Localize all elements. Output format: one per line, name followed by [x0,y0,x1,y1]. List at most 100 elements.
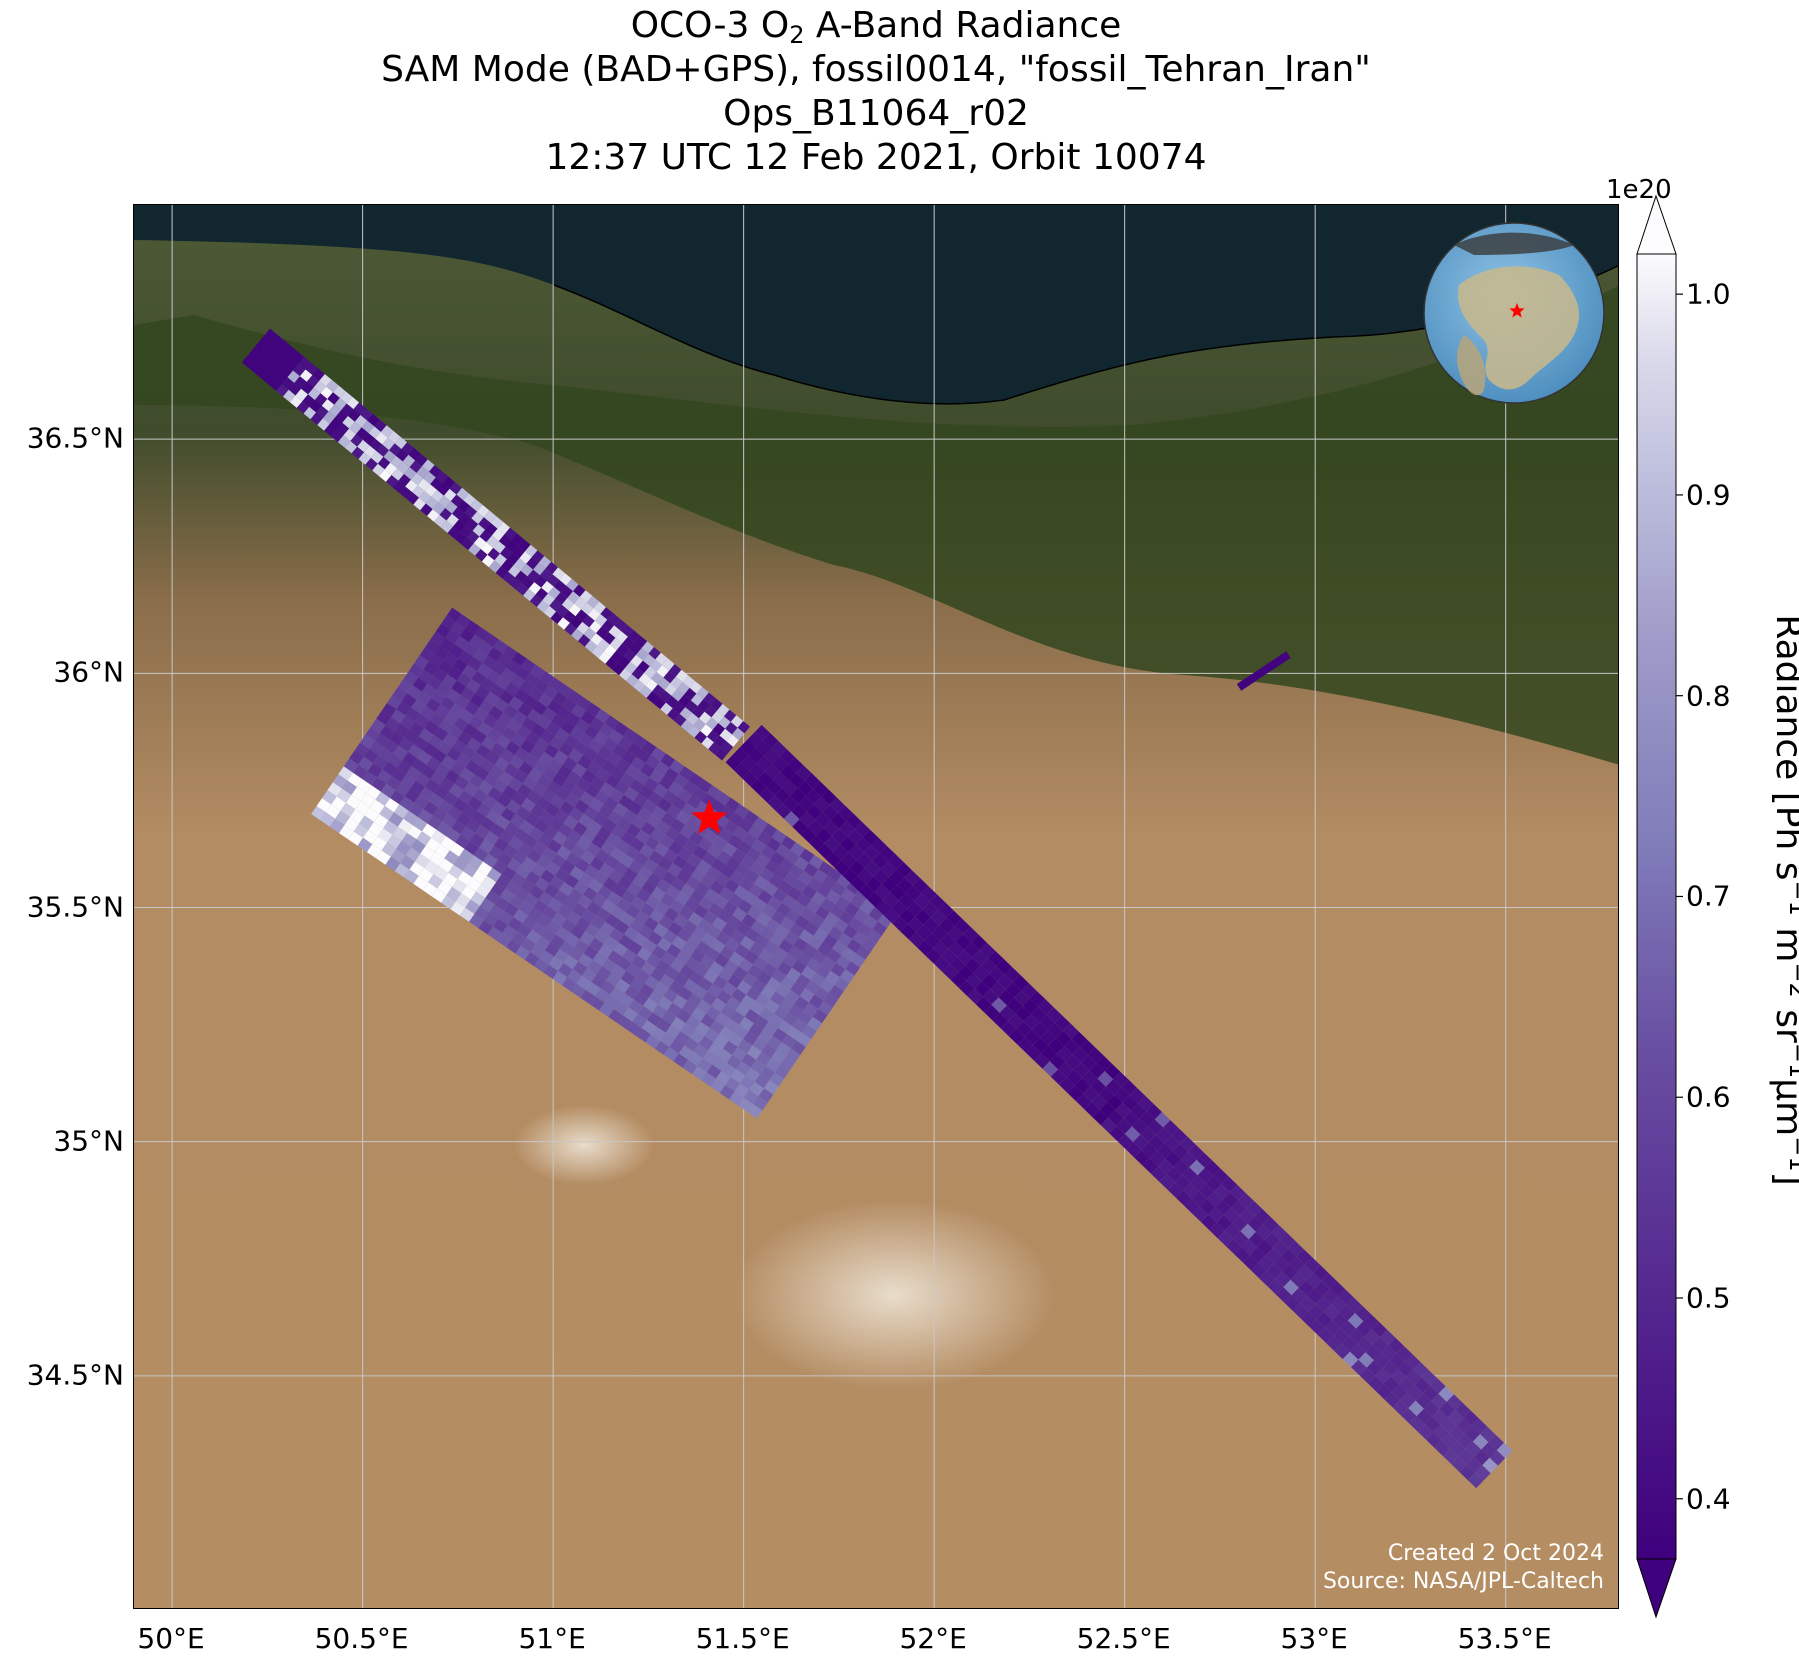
swath-cell [564,734,580,749]
swath-cell [774,787,791,804]
swath-cell [417,478,431,492]
swath-cell [490,742,506,757]
swath-cell [904,870,921,886]
swath-cell [675,891,690,906]
swath-cell [1224,1223,1241,1239]
swath-cell [726,856,741,871]
swath-cell [456,613,471,629]
swath-cell [486,809,501,824]
swath-cell [864,845,880,861]
swath-cell [465,759,480,775]
swath-cell [536,715,552,730]
swath-cell [1313,1265,1329,1281]
swath-cell [592,893,607,908]
swath-cell [737,721,751,734]
swath-cell [1105,1079,1122,1095]
swath-cell [394,804,409,819]
map-panel[interactable]: Created 2 Oct 2024 Source: NASA/JPL-Calt… [133,204,1619,1609]
swath-cell [596,966,612,981]
swath-cell [963,926,979,943]
swath-cell [836,873,852,889]
swath-cell [429,852,445,867]
swath-cell [648,990,664,1005]
swath-cell [593,870,609,886]
swath-cell [490,683,505,698]
swath-cell [1017,1037,1033,1053]
swath-cell [732,747,749,763]
swath-cell [1083,1086,1099,1102]
swath-cell [740,855,756,870]
swath-cell [1190,1175,1206,1191]
swath-cell [787,757,804,773]
swath-cell [522,775,538,790]
swath-cell [746,847,761,862]
swath-cell [466,737,482,752]
swath-cell [583,945,599,960]
swath-cell [548,898,563,913]
swath-cell [1458,1449,1474,1465]
swath-cell [698,1035,714,1051]
swath-cell [669,1039,685,1054]
swath-cell [803,1002,819,1017]
swath-cell [743,891,758,906]
swath-cell [595,848,610,863]
swath-cell [1138,1095,1154,1112]
swath-cell [741,913,757,928]
swath-cell [1415,1393,1432,1409]
swath-cell [514,688,529,703]
swath-cell [1132,1118,1148,1135]
swath-cell [623,867,638,882]
swath-cell [1180,1151,1197,1168]
swath-cell [1480,1426,1496,1443]
swath-cell [604,855,620,870]
swath-cell [596,907,611,922]
swath-cell [432,502,446,515]
swath-cell [618,794,634,809]
swath-cell [1066,1070,1082,1086]
swath-cell [729,1010,745,1025]
swath-cell [637,947,652,962]
swath-cell [1456,1418,1472,1434]
swath-cell [520,739,535,754]
swath-cell [1004,966,1021,983]
swath-cell [1475,1465,1491,1481]
swath-cell [610,766,626,781]
x-tick-label: 53.5°E [1457,1622,1552,1655]
swath-cell [532,840,548,856]
swath-cell [896,862,912,878]
swath-cell [1298,1280,1315,1296]
swath-cell [566,910,582,925]
swath-cell [562,756,578,771]
swath-cell [392,687,408,702]
swath-cell [1248,1231,1265,1248]
swath-cell [639,983,655,998]
swath-cell [293,363,306,377]
swath-cell [1042,1061,1059,1077]
swath-cell [560,720,576,735]
swath-cell [512,545,525,559]
swath-cell [1392,1400,1409,1416]
x-tick-label: 52.5°E [1076,1622,1171,1655]
swath-cell [792,1018,808,1033]
swath-cell [1309,1319,1325,1335]
swath-cell [619,668,632,681]
swath-cell [590,775,606,790]
swath-cell [466,679,481,694]
swath-cell [1291,1287,1308,1304]
swath-cell [798,1010,813,1025]
swath-cell [378,747,394,762]
swath-cell [497,712,513,727]
swath-cell [537,913,552,929]
swath-cell [682,1059,698,1075]
swath-cell [387,834,402,849]
swath-cell [501,559,514,572]
swath-cell [879,845,896,862]
swath-cell [559,801,575,816]
swath-cell [400,855,415,870]
swath-cell [616,643,630,656]
swath-cell [1421,1370,1438,1386]
swath-cell [432,748,447,764]
swath-cell [636,748,652,763]
swath-cell [493,541,506,554]
swath-cell [524,672,540,687]
